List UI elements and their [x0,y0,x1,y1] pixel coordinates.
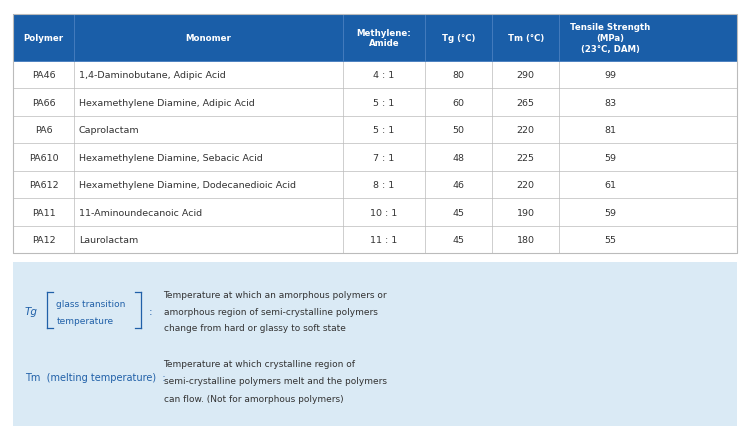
Text: 225: 225 [517,153,535,162]
Text: 290: 290 [517,71,535,80]
Text: Tensile Strength
(MPa)
(23°C, DAM): Tensile Strength (MPa) (23°C, DAM) [570,23,650,54]
Text: 46: 46 [452,181,464,190]
Text: Methylene:
Amide: Methylene: Amide [357,29,412,48]
Text: 45: 45 [452,208,464,217]
Text: 8 : 1: 8 : 1 [374,181,394,190]
Text: 11-Aminoundecanoic Acid: 11-Aminoundecanoic Acid [79,208,202,217]
Text: 59: 59 [604,153,616,162]
Text: 11 : 1: 11 : 1 [370,236,398,245]
Text: temperature: temperature [56,317,113,326]
Text: Monomer: Monomer [185,34,231,43]
Bar [13,263,736,426]
Text: 5 : 1: 5 : 1 [374,126,394,135]
Text: PA12: PA12 [32,236,56,245]
Text: Tm  (melting temperature)  :: Tm (melting temperature) : [25,372,165,382]
Text: 180: 180 [517,236,535,245]
Text: PA612: PA612 [28,181,58,190]
Text: PA6: PA6 [34,126,53,135]
Text: 83: 83 [604,99,616,107]
Text: Temperature at which an amorphous polymers or: Temperature at which an amorphous polyme… [164,291,387,299]
Text: PA66: PA66 [32,99,56,107]
Text: :: : [148,307,152,317]
Text: 265: 265 [517,99,535,107]
Text: Tg (°C): Tg (°C) [442,34,476,43]
Text: PA11: PA11 [32,208,56,217]
Text: Tg: Tg [25,307,38,317]
Text: 4 : 1: 4 : 1 [374,71,394,80]
Text: semi-crystalline polymers melt and the polymers: semi-crystalline polymers melt and the p… [164,376,386,385]
Text: Hexamethylene Diamine, Sebacic Acid: Hexamethylene Diamine, Sebacic Acid [79,153,262,162]
Text: Laurolactam: Laurolactam [79,236,138,245]
Text: change from hard or glassy to soft state: change from hard or glassy to soft state [164,324,345,332]
Text: 60: 60 [452,99,464,107]
Text: 61: 61 [604,181,616,190]
Bar [13,15,736,254]
Text: Caprolactam: Caprolactam [79,126,140,135]
Text: 5 : 1: 5 : 1 [374,99,394,107]
Text: 55: 55 [604,236,616,245]
Text: Hexamethylene Diamine, Adipic Acid: Hexamethylene Diamine, Adipic Acid [79,99,254,107]
Text: Hexamethylene Diamine, Dodecanedioic Acid: Hexamethylene Diamine, Dodecanedioic Aci… [79,181,296,190]
Text: amorphous region of semi-crystalline polymers: amorphous region of semi-crystalline pol… [164,307,377,316]
Text: 48: 48 [452,153,464,162]
Text: PA610: PA610 [28,153,58,162]
Text: 1,4-Daminobutane, Adipic Acid: 1,4-Daminobutane, Adipic Acid [79,71,226,80]
Text: 59: 59 [604,208,616,217]
Text: 220: 220 [517,126,535,135]
Text: 7 : 1: 7 : 1 [374,153,394,162]
Text: Tm (°C): Tm (°C) [508,34,544,43]
Text: can flow. (Not for amorphous polymers): can flow. (Not for amorphous polymers) [164,394,343,403]
Text: Temperature at which crystalline region of: Temperature at which crystalline region … [164,359,356,368]
Bar [13,15,736,62]
Text: 81: 81 [604,126,616,135]
Text: 10 : 1: 10 : 1 [370,208,398,217]
Text: PA46: PA46 [32,71,56,80]
Text: 220: 220 [517,181,535,190]
Text: glass transition: glass transition [56,299,125,308]
Text: 99: 99 [604,71,616,80]
Text: 50: 50 [452,126,464,135]
Text: Polymer: Polymer [23,34,64,43]
Text: 190: 190 [517,208,535,217]
Text: 45: 45 [452,236,464,245]
Text: 80: 80 [452,71,464,80]
